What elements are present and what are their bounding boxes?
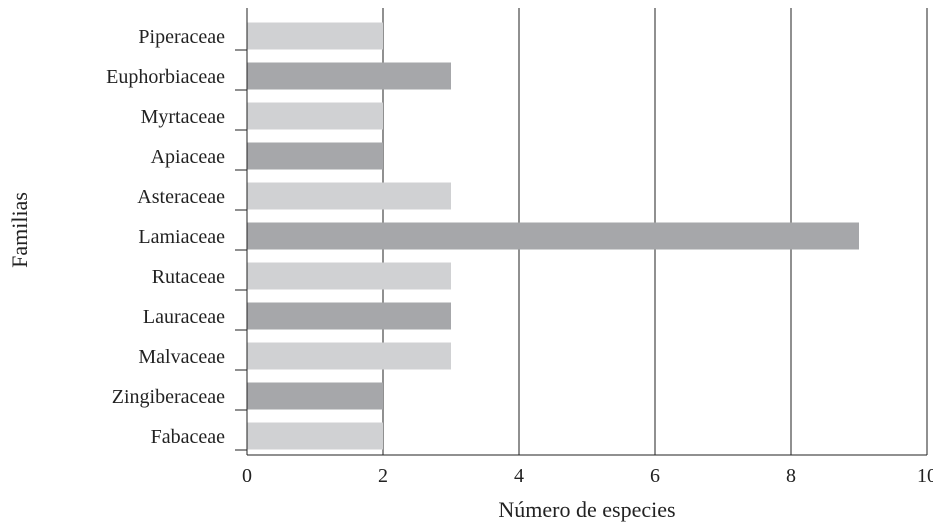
y-tick-label: Euphorbiaceae: [106, 66, 225, 88]
x-tick-label: 8: [786, 465, 796, 487]
y-tick-label: Zingiberaceae: [112, 386, 225, 408]
y-tick-label: Lauraceae: [143, 306, 225, 328]
bar-zingiberaceae: [247, 382, 383, 410]
y-tick-label: Apiaceae: [151, 146, 226, 168]
bar-piperaceae: [247, 22, 383, 50]
x-tick-label: 10: [917, 465, 933, 487]
bar-asteraceae: [247, 182, 451, 210]
y-tick-label: Fabaceae: [151, 426, 226, 448]
y-tick-label: Rutaceae: [152, 266, 225, 288]
y-axis-title: Familias: [7, 192, 32, 268]
x-tick-labels: 0 2 4 6 8 10: [242, 465, 933, 487]
bar-rutaceae: [247, 262, 451, 290]
y-tick-label: Asteraceae: [137, 186, 225, 208]
x-tick-label: 2: [378, 465, 388, 487]
bar-lamiaceae: [247, 222, 859, 250]
bars: [247, 22, 859, 450]
bar-malvaceae: [247, 342, 451, 370]
y-tick-label: Myrtaceae: [141, 106, 226, 128]
bar-lauraceae: [247, 302, 451, 330]
bar-euphorbiaceae: [247, 62, 451, 90]
bar-apiaceae: [247, 142, 383, 170]
x-tick-label: 4: [514, 465, 524, 487]
y-tick-label: Malvaceae: [138, 346, 225, 368]
bar-fabaceae: [247, 422, 383, 450]
y-tick-labels: Piperaceae Euphorbiaceae Myrtaceae Apiaceae…: [106, 26, 225, 448]
x-tick-label: 6: [650, 465, 660, 487]
bar-myrtaceae: [247, 102, 383, 130]
x-tick-label: 0: [242, 465, 252, 487]
axes: [235, 8, 927, 456]
y-tick-label: Lamiaceae: [138, 226, 225, 248]
x-axis-title: Número de especies: [498, 497, 675, 522]
y-tick-label: Piperaceae: [138, 26, 225, 48]
